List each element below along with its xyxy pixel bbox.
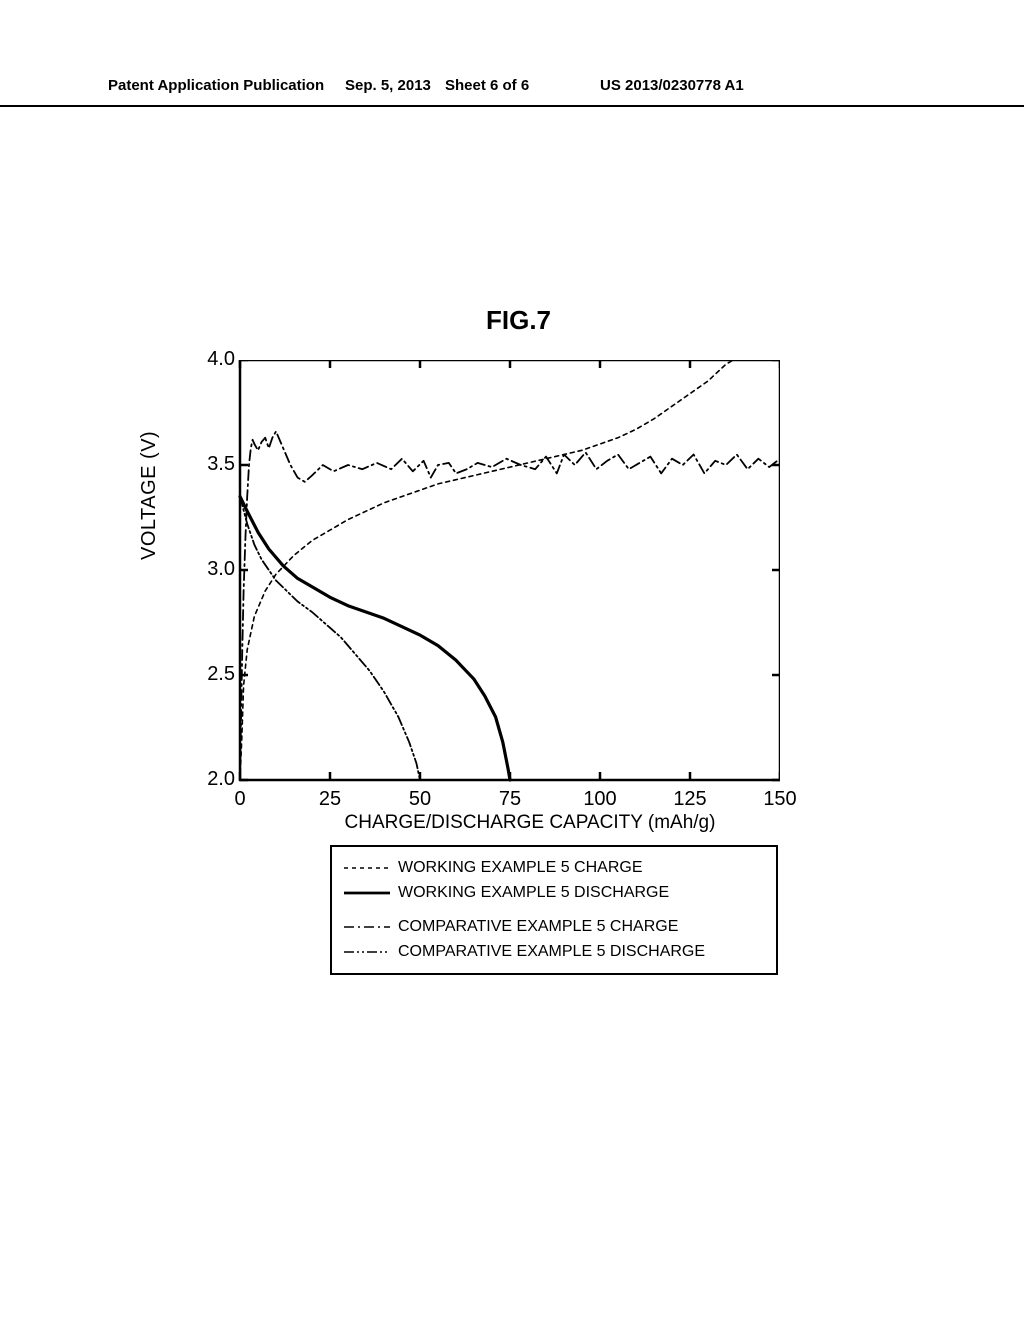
ytick-label: 3.5 (185, 453, 235, 476)
legend-line-icon (344, 862, 390, 874)
header-sheet: Sheet 6 of 6 (445, 77, 529, 94)
xtick-label: 25 (305, 788, 355, 811)
legend-label: COMPARATIVE EXAMPLE 5 CHARGE (398, 915, 678, 939)
ytick-label: 2.5 (185, 663, 235, 686)
legend-line-icon (344, 921, 390, 933)
legend-item: COMPARATIVE EXAMPLE 5 DISCHARGE (344, 940, 764, 964)
chart-xlabel: CHARGE/DISCHARGE CAPACITY (mAh/g) (330, 812, 730, 834)
xtick-label: 100 (575, 788, 625, 811)
figure-title: FIG.7 (486, 305, 551, 336)
legend-item: WORKING EXAMPLE 5 DISCHARGE (344, 881, 764, 905)
xtick-label: 75 (485, 788, 535, 811)
legend-line-icon (344, 946, 390, 958)
header-pub-number: US 2013/0230778 A1 (600, 77, 744, 94)
legend-item: WORKING EXAMPLE 5 CHARGE (344, 856, 764, 880)
legend-label: WORKING EXAMPLE 5 DISCHARGE (398, 881, 669, 905)
chart-ylabel: VOLTAGE (V) (138, 431, 161, 560)
legend-label: COMPARATIVE EXAMPLE 5 DISCHARGE (398, 940, 705, 964)
xtick-label: 125 (665, 788, 715, 811)
legend-label: WORKING EXAMPLE 5 CHARGE (398, 856, 643, 880)
page-header: Patent Application Publication Sep. 5, 2… (0, 75, 1024, 107)
chart-container: VOLTAGE (V) CHARGE/DISCHARGE CAPACITY (m… (160, 360, 780, 840)
legend-line-icon (344, 887, 390, 899)
xtick-label: 50 (395, 788, 445, 811)
chart-legend: WORKING EXAMPLE 5 CHARGE WORKING EXAMPLE… (330, 845, 778, 975)
ytick-label: 4.0 (185, 348, 235, 371)
ytick-label: 3.0 (185, 558, 235, 581)
header-pub-type: Patent Application Publication (108, 77, 324, 94)
xtick-label: 150 (755, 788, 805, 811)
legend-gap (344, 906, 764, 914)
legend-item: COMPARATIVE EXAMPLE 5 CHARGE (344, 915, 764, 939)
xtick-label: 0 (215, 788, 265, 811)
chart-svg (160, 360, 780, 840)
page: Patent Application Publication Sep. 5, 2… (0, 0, 1024, 1320)
header-date: Sep. 5, 2013 (345, 77, 431, 94)
